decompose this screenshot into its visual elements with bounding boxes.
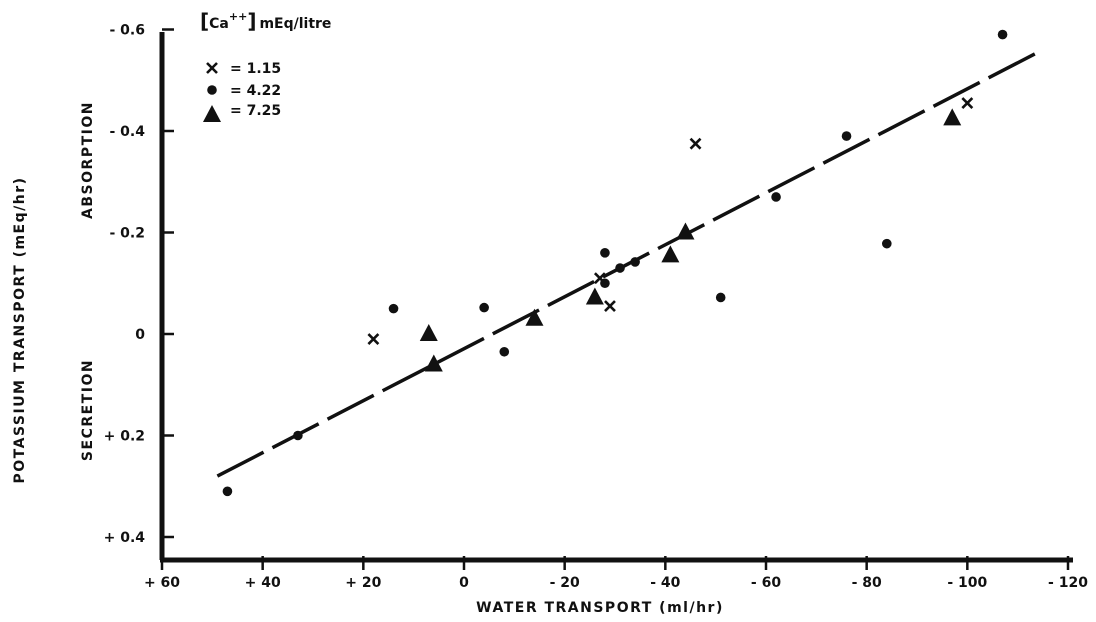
y-ticks [162, 28, 174, 539]
dot-point [771, 192, 781, 202]
dot-point [293, 430, 303, 441]
legend-entry-label: = 1.15 [230, 61, 281, 77]
dot-point [600, 278, 610, 289]
dot-point [997, 29, 1008, 40]
x-tick-label: - 20 [550, 575, 580, 591]
legend-marker [207, 85, 217, 95]
legend-title-unit: mEq/litre [259, 16, 331, 32]
y-tick-label: + 0.2 [104, 429, 145, 445]
x-tick-label: - 100 [947, 575, 987, 591]
triangle-point [419, 324, 438, 341]
x-tick-label: - 60 [751, 575, 781, 591]
dot-point [615, 263, 625, 273]
legend: [Ca++] mEq/litre = 1.15 = 4.22 = 7.25 [200, 9, 331, 122]
legend-entry-label: = 4.22 [230, 83, 281, 99]
triangle-point [525, 308, 544, 326]
legend-title: [Ca++] mEq/litre [200, 9, 331, 33]
dot-point [222, 486, 233, 497]
legend-marker [206, 62, 218, 74]
triangle-point [585, 287, 604, 305]
y-tick-label: - 0.6 [110, 23, 146, 39]
dot-point [630, 257, 640, 267]
triangle-point [424, 354, 443, 372]
cross-point [961, 97, 974, 110]
cross-point [604, 300, 616, 313]
dot-point [499, 346, 510, 357]
x-tick-label: 0 [459, 575, 469, 591]
secretion-label: SECRETION [80, 359, 96, 461]
dot-point [388, 303, 399, 314]
y-tick-label: - 0.4 [110, 124, 146, 140]
dot-point [882, 238, 892, 249]
x-tick-label: - 80 [852, 575, 882, 591]
x-tick-label: - 40 [650, 575, 680, 591]
legend-title-main: Ca [209, 16, 229, 32]
legend-title-sup: ++ [229, 10, 247, 23]
cross-point [689, 137, 702, 150]
legend-marker [203, 105, 221, 122]
y-tick-labels: - 0.6 - 0.4 - 0.2 0 + 0.2 + 0.4 [104, 23, 146, 547]
regression-line [216, 48, 1044, 478]
dot-point [600, 248, 610, 258]
dot-point [479, 302, 489, 313]
triangle-point [661, 245, 680, 263]
y-axis-title: POTASSIUM TRANSPORT (mEq/hr) [12, 176, 28, 483]
x-tick-label: - 120 [1048, 575, 1088, 591]
legend-entry-label: = 7.25 [230, 103, 281, 119]
data-points [222, 29, 1008, 497]
triangle-point [676, 222, 695, 240]
x-tick-labels: + 60 + 40 + 20 0 - 20 - 40 - 60 - 80 - 100 - 120 [144, 575, 1088, 591]
x-tick-label: + 40 [245, 575, 281, 591]
y-tick-label: 0 [135, 327, 145, 343]
x-tick-label: + 60 [144, 575, 180, 591]
x-ticks [160, 556, 1070, 570]
triangle-point [943, 108, 962, 126]
cross-point [367, 333, 380, 345]
absorption-label: ABSORPTION [80, 101, 96, 219]
x-axis-title: WATER TRANSPORT (ml/hr) [476, 600, 724, 616]
x-tick-label: + 20 [345, 575, 381, 591]
dot-point [841, 131, 852, 141]
dot-point [715, 292, 726, 303]
y-tick-label: - 0.2 [110, 226, 146, 242]
y-tick-label: + 0.4 [104, 530, 146, 546]
